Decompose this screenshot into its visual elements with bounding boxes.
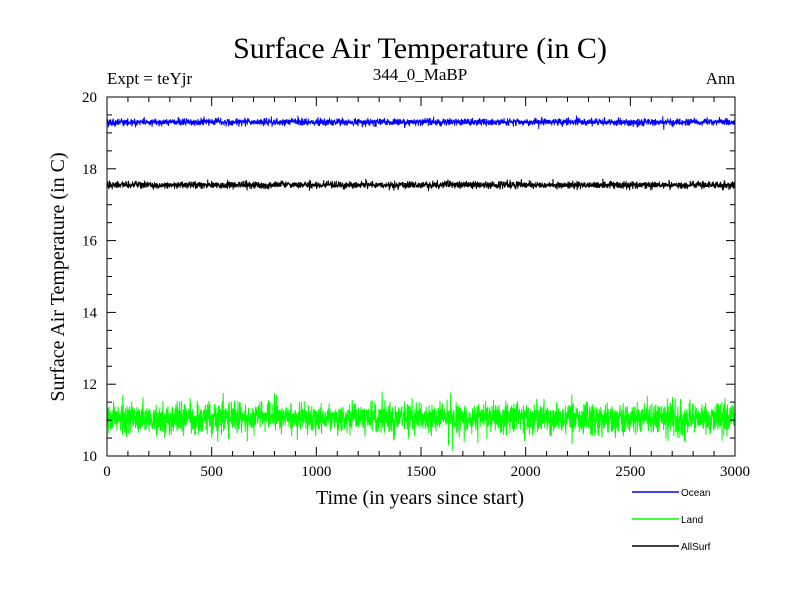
x-tick-label: 500	[200, 464, 223, 480]
experiment-label: Expt = teYjr	[107, 69, 192, 88]
y-tick-label: 14	[82, 305, 98, 321]
legend-label-land: Land	[681, 515, 703, 526]
legend: Ocean Land AllSurf	[632, 488, 711, 553]
x-tick-label: 3000	[720, 464, 750, 480]
time-slice-label: 344_0_MaBP	[373, 65, 467, 84]
y-tick-label: 18	[82, 162, 97, 178]
y-tick-label: 16	[82, 234, 98, 250]
y-tick-label: 12	[82, 377, 97, 393]
chart-title: Surface Air Temperature (in C)	[233, 32, 607, 65]
y-tick-label: 10	[82, 449, 97, 465]
x-tick-label: 1000	[301, 464, 331, 480]
y-tick-label: 20	[82, 90, 97, 106]
plot-frame	[106, 96, 736, 457]
x-tick-label: 2500	[615, 464, 645, 480]
series-line-allsurf	[106, 178, 736, 192]
legend-label-ocean: Ocean	[681, 488, 710, 499]
x-tick-label: 2000	[511, 464, 541, 480]
season-label: Ann	[706, 69, 736, 88]
legend-label-allsurf: AllSurf	[681, 542, 711, 553]
series-line-ocean	[106, 115, 736, 130]
x-tick-label: 1500	[406, 464, 436, 480]
plot-area	[106, 96, 736, 457]
y-axis-label: Surface Air Temperature (in C)	[47, 152, 69, 401]
x-tick-label: 0	[103, 464, 111, 480]
series-line-land	[106, 392, 736, 451]
x-axis-label: Time (in years since start)	[316, 487, 524, 509]
